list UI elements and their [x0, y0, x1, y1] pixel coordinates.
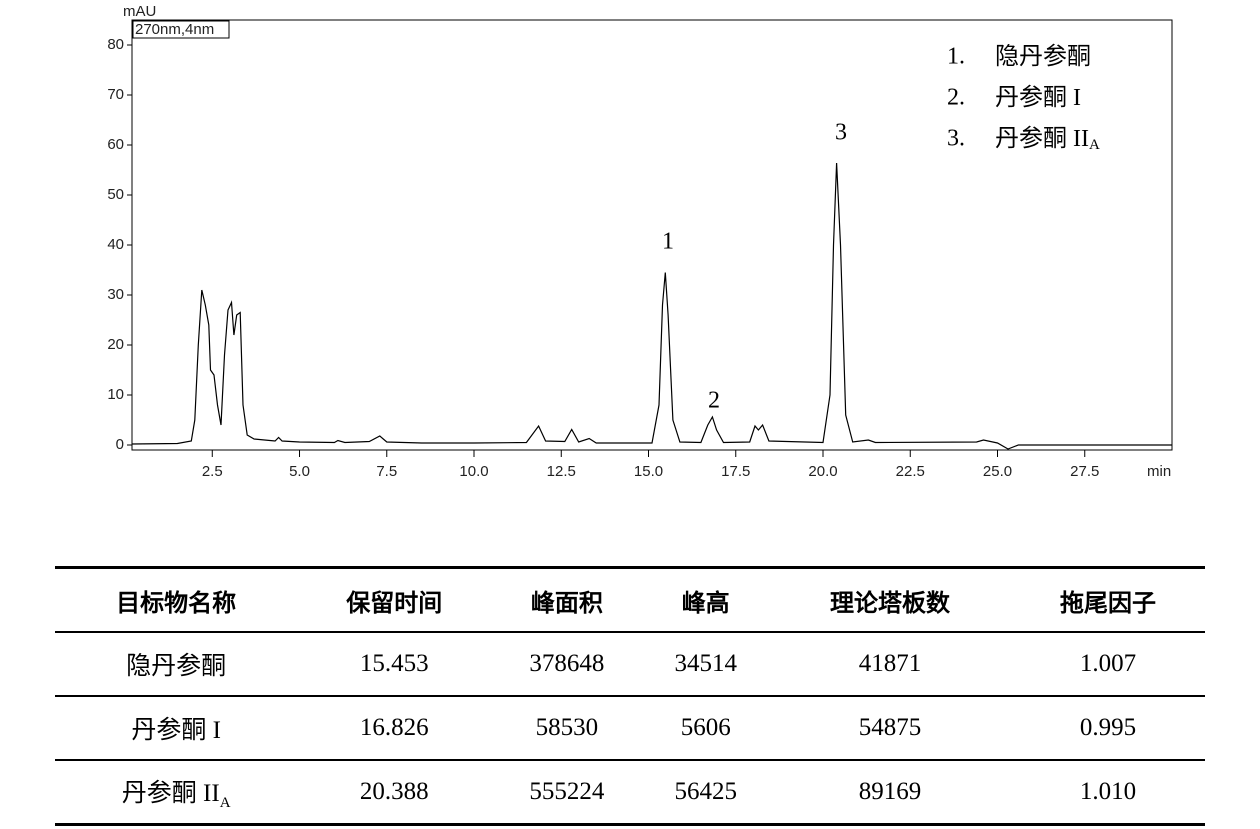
legend-label: 丹参酮 I	[995, 84, 1081, 111]
y-unit: mAU	[123, 3, 156, 20]
name-cell: 丹参酮 I	[55, 696, 298, 761]
x-tick-label: 27.5	[1070, 463, 1099, 480]
name-text: 隐丹参酮	[126, 653, 227, 680]
x-tick-label: 25.0	[983, 463, 1012, 480]
peak-label: 2	[708, 388, 720, 414]
legend-number: 2.	[947, 85, 965, 111]
legend-number: 3.	[947, 126, 965, 152]
legend-number: 1.	[947, 44, 965, 70]
value-cell: 0.995	[1011, 696, 1205, 761]
value-cell: 34514	[642, 632, 769, 697]
plot-frame	[131, 19, 1173, 451]
value-cell: 15.453	[297, 632, 492, 697]
header-cell: 保留时间	[297, 567, 492, 633]
name-text: 丹参酮 I	[131, 717, 221, 744]
header-cell: 理论塔板数	[768, 567, 1012, 633]
value-cell: 89169	[768, 760, 1012, 826]
name-cell: 隐丹参酮	[55, 632, 298, 697]
table-row: 丹参酮 IIA 20.388 555224 56425 89169 1.010	[55, 760, 1205, 826]
header-cell: 峰面积	[491, 567, 643, 633]
legend-label-text: 隐丹参酮	[995, 43, 1091, 70]
value-cell: 41871	[768, 632, 1012, 697]
x-tick-label: 15.0	[634, 463, 663, 480]
x-tick-label: 2.5	[202, 463, 223, 480]
name-text: 丹参酮 II	[121, 779, 220, 807]
legend-subscript: A	[1089, 137, 1100, 153]
results-table: 目标物名称 保留时间 峰面积 峰高 理论塔板数 拖尾因子 隐丹参酮 15.453 378648…	[55, 566, 1205, 826]
table-body: 隐丹参酮 15.453 378648 34514 41871 1.007 丹参酮 I 16.8…	[55, 632, 1205, 826]
x-tick-label: 7.5	[376, 463, 397, 480]
y-tick-label: 50	[107, 186, 124, 203]
table-row: 丹参酮 I 16.826 58530 5606 54875 0.995	[55, 696, 1205, 761]
x-tick-label: 17.5	[721, 463, 750, 480]
y-tick-label: 20	[107, 336, 124, 353]
trace	[131, 162, 1172, 450]
value-cell: 5606	[642, 696, 769, 761]
header-cell: 目标物名称	[55, 567, 298, 633]
value-cell: 16.826	[297, 696, 492, 761]
legend-label: 隐丹参酮	[995, 43, 1091, 70]
value-cell: 1.007	[1011, 632, 1205, 697]
peak-label: 1	[662, 229, 674, 255]
legend-label-text: 丹参酮 I	[995, 84, 1081, 111]
name-subscript: A	[219, 794, 231, 811]
y-tick-label: 40	[107, 236, 124, 253]
value-cell: 1.010	[1011, 760, 1205, 826]
value-cell: 58530	[491, 696, 643, 761]
value-cell: 54875	[768, 696, 1012, 761]
chart: mAU 270nm,4nm min 0 10 20 30 40 50 60 70 80 2.5 5.…	[107, 3, 1173, 480]
detector-label: 270nm,4nm	[135, 21, 214, 38]
legend-label: 丹参酮 IIA	[995, 125, 1100, 154]
y-tick-label: 30	[107, 286, 124, 303]
x-tick-label: 12.5	[547, 463, 576, 480]
y-tick-label: 60	[107, 136, 124, 153]
header-cell: 拖尾因子	[1011, 567, 1205, 633]
y-tick-label: 80	[107, 36, 124, 53]
x-unit: min	[1147, 463, 1171, 480]
x-tick-label: 5.0	[289, 463, 310, 480]
name-cell: 丹参酮 IIA	[55, 760, 298, 826]
x-tick-label: 22.5	[896, 463, 925, 480]
y-tick-label: 70	[107, 86, 124, 103]
x-tick-label: 20.0	[808, 463, 837, 480]
header-row: 目标物名称 保留时间 峰面积 峰高 理论塔板数 拖尾因子	[55, 567, 1205, 633]
value-cell: 20.388	[297, 760, 492, 826]
table-row: 隐丹参酮 15.453 378648 34514 41871 1.007	[55, 632, 1205, 697]
x-tick-label: 10.0	[459, 463, 488, 480]
y-tick-label: 0	[116, 436, 124, 453]
header-cell: 峰高	[642, 567, 769, 633]
value-cell: 555224	[491, 760, 643, 826]
value-cell: 56425	[642, 760, 769, 826]
peak-label: 3	[835, 120, 847, 146]
legend-label-text: 丹参酮 II	[995, 125, 1089, 152]
detector-box	[132, 20, 230, 39]
value-cell: 378648	[491, 632, 643, 697]
y-tick-label: 10	[107, 386, 124, 403]
